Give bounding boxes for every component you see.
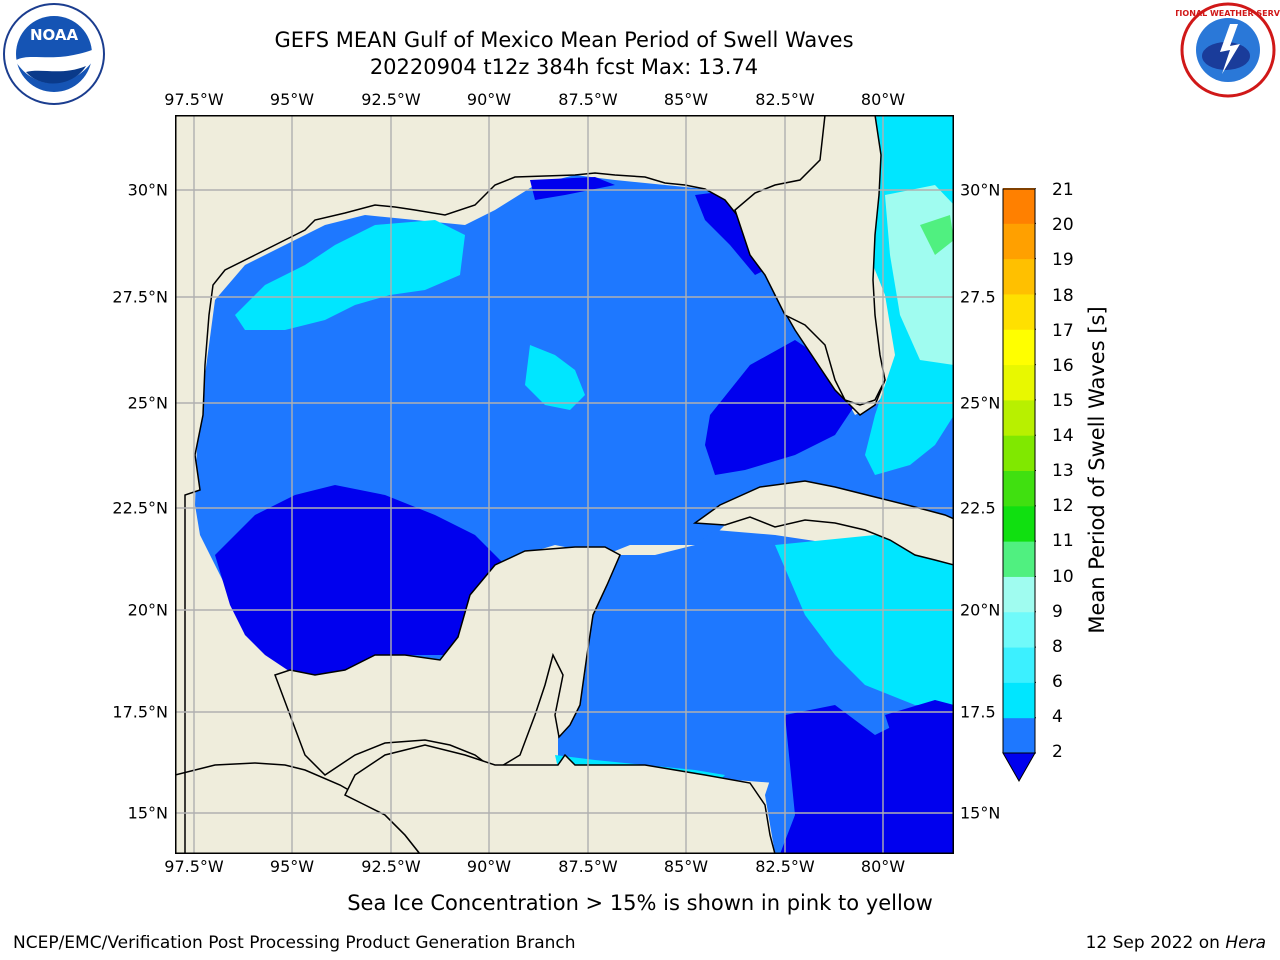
lat-label-right-1: 30°N [960, 180, 1001, 200]
lon-label-bottom-1: 97.5°W [164, 857, 224, 876]
lon-label-top-6: 85°W [663, 90, 709, 109]
colorbar-segment [1003, 576, 1035, 613]
colorbar-segment [1003, 505, 1035, 542]
colorbar-tick: 13 [1052, 461, 1074, 481]
colorbar-segment [1003, 293, 1035, 330]
lat-label-right-4: 22.5 [960, 498, 996, 518]
dark-swell-patch-east [705, 340, 855, 475]
footer-date-text: 12 Sep 2022 on [1085, 933, 1226, 953]
yucatan-land [274, 546, 621, 776]
colorbar-tick: 4 [1052, 707, 1063, 727]
lat-label-left-3: 25°N [127, 393, 168, 413]
florida-land [734, 115, 886, 406]
colorbar-tick: 16 [1052, 356, 1074, 376]
footer-credit: NCEP/EMC/Verification Post Processing Pr… [13, 933, 576, 953]
lon-label-top-8: 80°W [860, 90, 906, 109]
light-swell-patch-9s [920, 215, 954, 255]
nws-logo-text: NATIONAL WEATHER SERVICE [1176, 9, 1280, 18]
map-title: GEFS MEAN Gulf of Mexico Mean Period of … [274, 28, 854, 52]
lat-label-left-2: 27.5°N [112, 287, 168, 307]
lat-label-right-2: 27.5 [960, 287, 996, 307]
colorbar-segment [1003, 717, 1035, 754]
lat-label-right-7: 15°N [960, 803, 1001, 823]
map-subtitle: 20220904 t12z 384h fcst Max: 13.74 [369, 55, 759, 79]
lon-label-top-2: 95°W [269, 90, 315, 109]
light-swell-patch-caribbean [775, 535, 954, 705]
lon-label-bottom-3: 92.5°W [361, 857, 421, 876]
lat-label-right-3: 25°N [960, 393, 1001, 413]
colorbar-segment [1003, 682, 1035, 719]
lat-label-left-7: 15°N [127, 803, 168, 823]
lat-label-left-1: 30°N [127, 180, 168, 200]
lon-label-bottom-8: 80°W [860, 857, 906, 876]
colorbar-tick: 19 [1052, 250, 1074, 270]
lon-label-bottom-6: 85°W [663, 857, 709, 876]
colorbar-tick: 14 [1052, 426, 1074, 446]
dark-swell-patch-west [215, 485, 505, 680]
colorbar-segment [1003, 188, 1035, 224]
colorbar-tick: 11 [1052, 531, 1074, 551]
colorbar-segment [1003, 399, 1035, 436]
colorbar-segment [1003, 364, 1035, 401]
colorbar-segment [1003, 541, 1035, 577]
dark-swell-patch-north [530, 177, 615, 200]
colorbar-segment [1003, 258, 1035, 295]
lat-label-left-6: 17.5°N [112, 702, 168, 722]
lon-label-bottom-5: 87.5°W [558, 857, 618, 876]
colorbar-segment [1003, 647, 1035, 683]
noaa-logo-text: NOAA [30, 26, 79, 44]
light-swell-patch-central [525, 345, 585, 410]
central-america-land [343, 744, 776, 854]
lon-label-top-4: 90°W [466, 90, 512, 109]
graticule [175, 115, 954, 854]
colorbar-segment [1003, 223, 1035, 260]
colorbar-segment [1003, 470, 1035, 507]
colorbar-segment [1003, 329, 1035, 366]
dark-swell-patch-caribbean-east [885, 700, 954, 775]
colorbar-tick: 17 [1052, 321, 1074, 341]
colorbar-tick: 8 [1052, 637, 1063, 657]
colorbar-segment [1003, 611, 1035, 648]
colorbar-tick: 15 [1052, 391, 1074, 411]
colorbar-extend-arrow [1002, 752, 1036, 783]
sea-ice-note: Sea Ice Concentration > 15% is shown in … [347, 891, 933, 915]
colorbar-tick: 18 [1052, 286, 1074, 306]
lat-label-left-4: 22.5°N [112, 498, 168, 518]
lon-label-bottom-4: 90°W [466, 857, 512, 876]
colorbar-tick: 21 [1052, 180, 1074, 200]
colorbar-tick: 2 [1052, 742, 1063, 762]
lat-label-right-5: 20°N [960, 600, 1001, 620]
footer-date: 12 Sep 2022 on Hera [1086, 933, 1266, 953]
colorbar-tick: 20 [1052, 215, 1074, 235]
footer-host: Hera [1225, 933, 1266, 953]
lon-label-top-1: 97.5°W [164, 90, 224, 109]
lon-label-top-7: 82.5°W [755, 90, 815, 109]
colorbar-tick: 10 [1052, 567, 1074, 587]
colorbar-segment [1003, 435, 1035, 471]
nws-logo: NATIONAL WEATHER SERVICE [1162, 2, 1280, 102]
colorbar-label: Mean Period of Swell Waves [s] [1085, 306, 1109, 634]
lon-label-bottom-7: 82.5°W [755, 857, 815, 876]
noaa-logo: NOAA [2, 2, 106, 106]
lon-label-bottom-2: 95°W [269, 857, 315, 876]
colorbar-tick: 12 [1052, 496, 1074, 516]
lat-label-left-5: 20°N [127, 600, 168, 620]
cuba-land [692, 480, 954, 566]
lon-label-top-3: 92.5°W [361, 90, 421, 109]
colorbar [1002, 187, 1036, 783]
lon-label-top-5: 87.5°W [558, 90, 618, 109]
colorbar-tick: 6 [1052, 672, 1063, 692]
gulf-of-mexico-map [175, 115, 954, 854]
lat-label-right-6: 17.5 [960, 702, 996, 722]
colorbar-tick: 9 [1052, 602, 1063, 622]
